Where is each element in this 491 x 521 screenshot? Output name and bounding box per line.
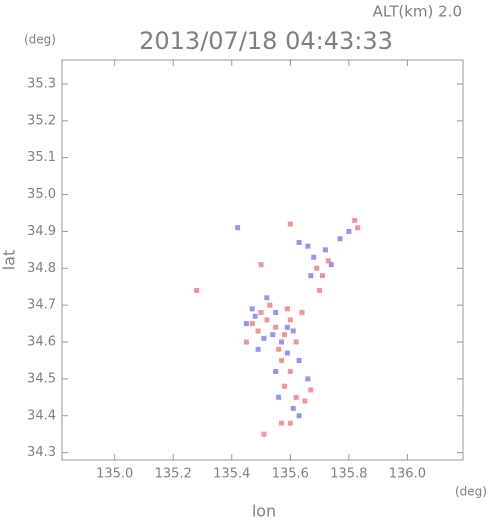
y-tick-label: 34.4 [27,408,56,423]
data-point [255,328,261,334]
plot-frame [61,59,464,461]
data-point [261,431,267,437]
data-point [325,258,331,264]
y-axis-label: lat [0,250,19,271]
y-tick-label: 34.7 [27,298,56,313]
y-unit: (deg) [24,33,56,47]
y-tick-label: 35.2 [27,113,56,128]
data-point [293,339,299,345]
data-point [346,228,352,234]
x-tick-label: 135.4 [213,467,250,482]
data-point [320,273,326,279]
data-point [276,394,282,400]
data-point [284,324,290,330]
data-point [270,332,276,338]
data-point [279,339,285,345]
data-point [273,369,279,375]
data-point [252,313,258,319]
data-point [279,420,285,426]
data-point [273,324,279,330]
data-point [299,310,305,316]
y-tick-label: 34.5 [27,371,56,386]
chart-title: 2013/07/18 04:43:33 [139,27,393,55]
data-point [296,357,302,363]
data-point [281,332,287,338]
data-point [293,394,299,400]
data-point [287,369,293,375]
data-point [276,346,282,352]
data-point [258,310,264,316]
data-point [249,306,255,312]
data-point [322,247,328,253]
data-point [235,225,241,231]
data-point [258,262,264,268]
data-point [355,225,361,231]
y-tick-label: 34.9 [27,224,56,239]
data-point [194,287,200,293]
data-point [305,376,311,382]
data-point [290,328,296,334]
data-point [311,254,317,260]
chart-subtitle: ALT(km) 2.0 [373,3,462,21]
data-point [337,236,343,242]
y-tick-label: 35.1 [27,150,56,165]
data-point [264,295,270,301]
data-point [352,217,358,223]
data-point [302,398,308,404]
data-point [308,387,314,393]
data-point [279,357,285,363]
data-point [281,383,287,389]
data-point [249,321,255,327]
data-point [287,420,293,426]
data-point [267,302,273,308]
data-point [273,310,279,316]
x-axis-label: lon [252,502,276,521]
x-tick-label: 135.6 [272,467,309,482]
y-tick-label: 34.8 [27,261,56,276]
data-point [317,287,323,293]
data-point [287,317,293,323]
data-point [243,339,249,345]
y-tick-label: 34.3 [27,445,56,460]
data-point [284,306,290,312]
x-tick-label: 136.0 [389,467,426,482]
data-point [290,405,296,411]
x-tick-label: 135.8 [330,467,367,482]
data-point [308,273,314,279]
data-point [287,221,293,227]
y-tick-label: 35.0 [27,187,56,202]
x-unit: (deg) [455,485,487,499]
data-point [264,317,270,323]
x-tick-label: 135.2 [155,467,192,482]
data-point [243,321,249,327]
data-point [328,262,334,268]
y-tick-label: 35.3 [27,76,56,91]
data-point [255,346,261,352]
data-point [261,335,267,341]
data-point [296,239,302,245]
data-point [305,243,311,249]
x-tick-label: 135.0 [96,467,133,482]
data-point [314,265,320,271]
data-point [296,413,302,419]
data-point [284,350,290,356]
y-tick-label: 34.6 [27,335,56,350]
